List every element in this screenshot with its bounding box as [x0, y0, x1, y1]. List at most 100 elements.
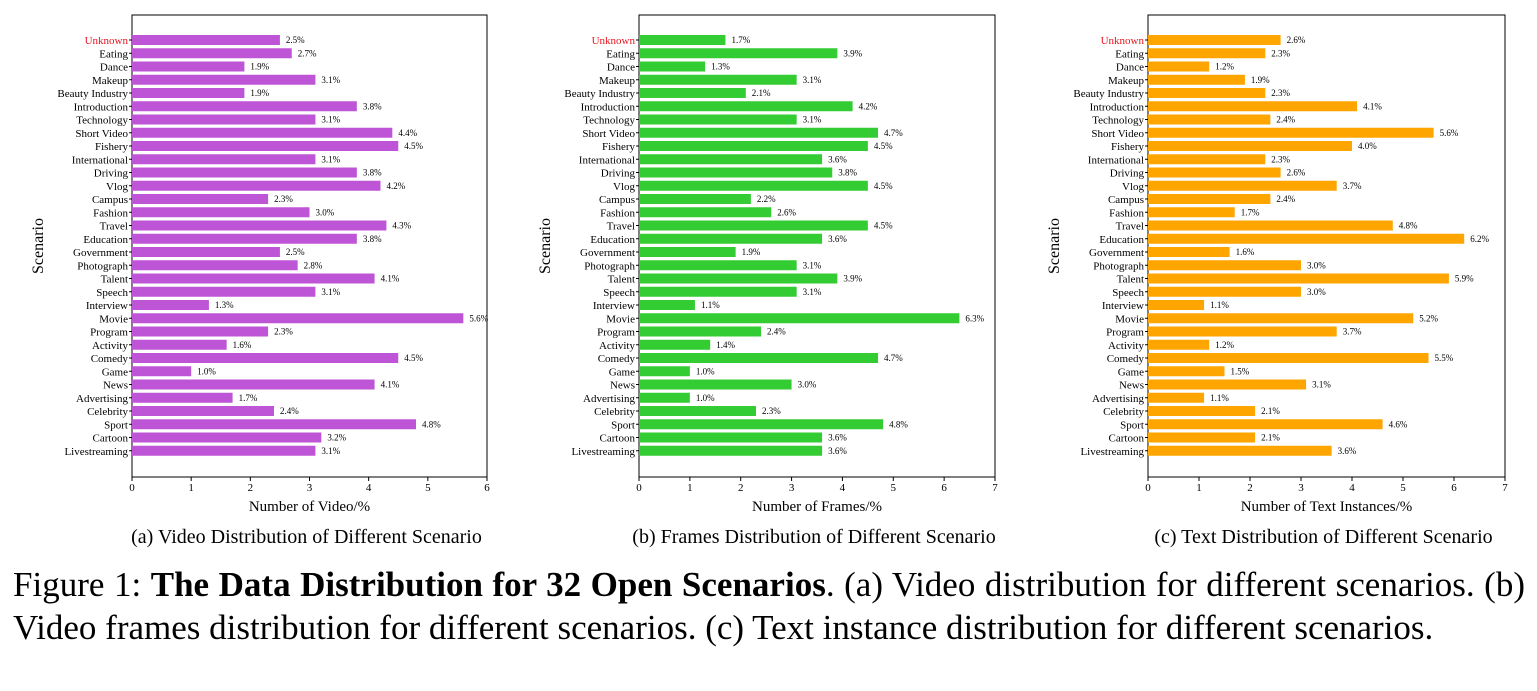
category-label: Program: [597, 327, 635, 339]
category-label: Celebrity: [1103, 406, 1144, 418]
category-label: Movie: [1115, 313, 1144, 325]
figure-caption: Figure 1: The Data Distribution for 32 O…: [13, 563, 1525, 649]
value-label: 2.1%: [1261, 433, 1280, 443]
value-label: 4.8%: [1399, 221, 1418, 231]
bar-livestreaming: [1148, 445, 1332, 456]
bar-talent: [639, 273, 838, 284]
bar-photograph: [1148, 260, 1301, 271]
value-label: 4.8%: [889, 419, 908, 429]
value-label: 2.3%: [1271, 154, 1290, 164]
value-label: 4.7%: [884, 128, 903, 138]
bar-makeup: [1148, 74, 1245, 85]
bar-short-video: [132, 127, 393, 138]
value-label: 2.4%: [767, 327, 786, 337]
bar-short-video: [1148, 127, 1434, 138]
category-label: Unknown: [592, 35, 636, 47]
value-label: 2.5%: [286, 35, 305, 45]
category-label: Makeup: [599, 75, 636, 87]
bar-travel: [1148, 220, 1393, 231]
value-label: 2.2%: [757, 194, 776, 204]
bar-fishery: [132, 141, 399, 151]
value-label: 3.1%: [803, 260, 822, 270]
value-label: 1.0%: [696, 366, 715, 376]
x-tick-label: 2: [1247, 482, 1253, 494]
figure-title: The Data Distribution for 32 Open Scenar…: [150, 565, 826, 604]
category-label: Eating: [606, 48, 635, 60]
bar-education: [1148, 233, 1465, 244]
value-label: 5.6%: [1440, 128, 1459, 138]
value-label: 2.6%: [1287, 35, 1306, 45]
bar-advertising: [639, 392, 690, 403]
bar-talent: [1148, 273, 1449, 284]
value-label: 1.1%: [1210, 393, 1229, 403]
value-label: 6.2%: [1470, 234, 1489, 244]
value-label: 3.6%: [828, 154, 847, 164]
category-label: Livestreaming: [1080, 446, 1144, 458]
category-label: Short Video: [75, 128, 128, 140]
bar-cartoon: [639, 432, 823, 443]
category-label: Campus: [1108, 194, 1144, 206]
value-label: 5.6%: [469, 313, 488, 323]
value-label: 3.9%: [843, 48, 862, 58]
bar-news: [1148, 379, 1307, 390]
category-label: Fashion: [1109, 207, 1144, 219]
bar-program: [639, 326, 762, 337]
bar-beauty-industry: [1148, 88, 1266, 98]
category-label: Photograph: [1093, 260, 1144, 272]
bar-photograph: [132, 260, 298, 271]
value-label: 4.1%: [381, 380, 400, 390]
bar-comedy: [1148, 353, 1429, 363]
bar-vlog: [1148, 180, 1337, 191]
category-label: Education: [590, 234, 635, 246]
category-label: Fishery: [95, 141, 129, 153]
value-label: 3.0%: [316, 207, 335, 217]
bar-livestreaming: [132, 445, 316, 456]
category-label: Sport: [611, 419, 635, 431]
category-label: Speech: [603, 287, 635, 299]
value-label: 1.5%: [1231, 366, 1250, 376]
category-label: Beauty Industry: [564, 88, 635, 100]
bar-campus: [1148, 194, 1271, 204]
category-label: Livestreaming: [64, 446, 128, 458]
category-label: Interview: [1102, 300, 1144, 312]
bar-interview: [1148, 300, 1205, 310]
bar-technology: [639, 114, 797, 125]
subfigure-caption: (a) Video Distribution of Different Scen…: [131, 526, 482, 548]
bar-news: [132, 379, 375, 390]
x-tick-label: 4: [840, 482, 846, 494]
category-label: Unknown: [1101, 35, 1145, 47]
x-tick-label: 1: [188, 482, 194, 494]
value-label: 3.2%: [327, 433, 346, 443]
category-label: Fishery: [1111, 141, 1145, 153]
value-label: 2.1%: [1261, 406, 1280, 416]
category-label: Beauty Industry: [1073, 88, 1144, 100]
value-label: 3.8%: [838, 168, 857, 178]
bar-livestreaming: [639, 445, 823, 456]
category-label: Activity: [1108, 340, 1145, 352]
value-label: 3.1%: [321, 75, 340, 85]
y-axis-label: Scenario: [1046, 218, 1063, 274]
value-label: 4.2%: [387, 181, 406, 191]
category-label: Dance: [100, 62, 128, 74]
bar-unknown: [639, 35, 726, 45]
bar-eating: [639, 48, 838, 59]
figure-description: . (a) Video distribution for different s…: [13, 565, 1525, 647]
bar-charts-svg: Unknown 2.5% Eating 2.7% Dance 1.9% Makeup 3.1%…: [30, 14, 1508, 548]
value-label: 1.9%: [742, 247, 761, 257]
category-label: Movie: [606, 313, 635, 325]
category-label: Photograph: [77, 260, 128, 272]
value-label: 3.8%: [363, 234, 382, 244]
value-label: 2.4%: [280, 406, 299, 416]
bar-dance: [639, 61, 706, 72]
bar-comedy: [639, 353, 879, 363]
category-label: Fishery: [602, 141, 636, 153]
plot-frame: [1147, 14, 1506, 478]
value-label: 3.1%: [321, 115, 340, 125]
value-label: 2.1%: [752, 88, 771, 98]
value-label: 1.4%: [716, 340, 735, 350]
value-label: 1.1%: [701, 300, 720, 310]
bar-speech: [132, 286, 316, 297]
bar-fashion: [639, 207, 772, 218]
value-label: 1.9%: [1251, 75, 1270, 85]
category-label: Government: [1089, 247, 1144, 259]
